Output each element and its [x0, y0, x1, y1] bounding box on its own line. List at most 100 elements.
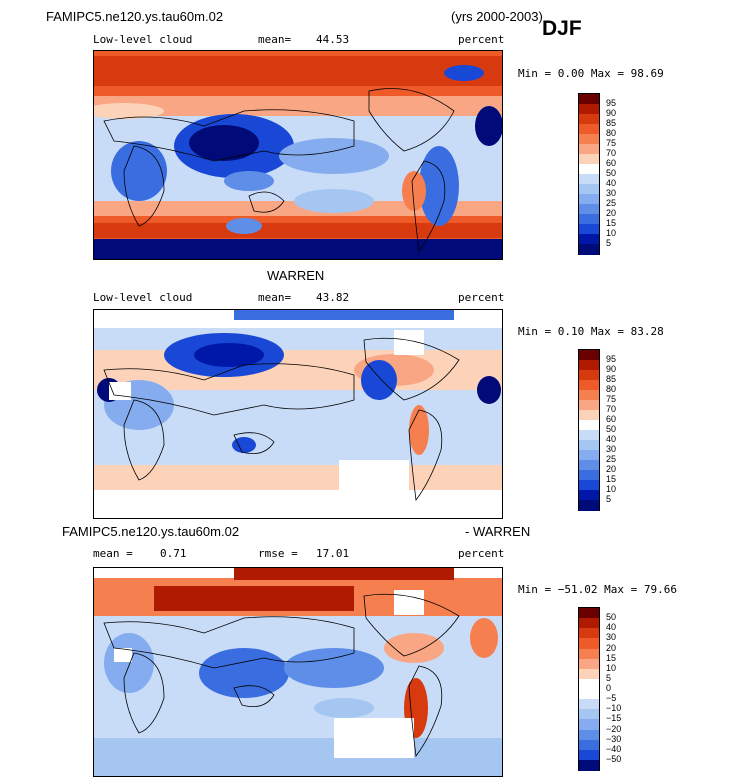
colorbar-segment	[579, 164, 599, 175]
colorbar-segment	[579, 618, 599, 629]
colorbar-tick-label: −40	[606, 743, 622, 754]
panel3-units: percent	[458, 547, 505, 560]
colorbar-tick-label: 80	[606, 384, 617, 394]
colorbar-segment	[579, 184, 599, 195]
colorbar-segment	[579, 470, 599, 481]
panel3-map	[93, 567, 503, 777]
colorbar-segment	[579, 638, 599, 649]
colorbar-segment	[579, 739, 599, 751]
panel1-mean-label: mean=	[258, 33, 292, 46]
colorbar-segment	[579, 699, 599, 710]
colorbar-tick-label: 80	[606, 128, 617, 138]
colorbar-segment	[579, 719, 599, 730]
panel3-mean-value: 0.71	[160, 547, 187, 560]
colorbar-segment	[579, 759, 599, 771]
panel2-map	[93, 309, 503, 519]
colorbar-tick-label: 70	[606, 404, 617, 414]
colorbar-tick-label: 60	[606, 158, 617, 168]
colorbar-segment	[579, 234, 599, 245]
colorbar-tick-label: −20	[606, 723, 622, 734]
colorbar-segment	[579, 608, 599, 619]
colorbar-segment	[579, 460, 599, 471]
colorbar-segment	[579, 104, 599, 115]
panel3-colorbar	[578, 607, 600, 771]
colorbar-segment	[579, 370, 599, 381]
panel3-map-field	[94, 568, 502, 776]
colorbar-segment	[579, 114, 599, 125]
colorbar-segment	[579, 490, 599, 501]
panel2-minmax: Min = 0.10 Max = 83.28	[518, 325, 664, 338]
panel2-variable: Low-level cloud	[93, 291, 193, 304]
colorbar-tick-label: 50	[606, 424, 617, 434]
colorbar-tick-label: 25	[606, 198, 617, 208]
colorbar-segment	[579, 144, 599, 155]
colorbar-segment	[579, 648, 599, 660]
colorbar-segment	[579, 154, 599, 165]
colorbar-tick-label: 20	[606, 208, 617, 218]
colorbar-tick-label: 30	[606, 188, 617, 198]
colorbar-tick-label: −50	[606, 753, 622, 764]
colorbar-segment	[579, 450, 599, 461]
colorbar-tick-label: 50	[606, 612, 617, 623]
colorbar-segment	[579, 194, 599, 205]
colorbar-segment	[579, 678, 599, 690]
colorbar-tick-label: 40	[606, 178, 617, 188]
colorbar-tick-label: −30	[606, 733, 622, 744]
colorbar-tick-label: 85	[606, 118, 617, 128]
colorbar-tick-label: −10	[606, 703, 622, 714]
colorbar-segment	[579, 658, 599, 670]
panel1-variable: Low-level cloud	[93, 33, 193, 46]
colorbar-tick-label: 30	[606, 632, 617, 643]
panel2-mean-label: mean=	[258, 291, 292, 304]
colorbar-tick-label: 70	[606, 148, 617, 158]
colorbar-tick-label: 5	[606, 238, 612, 248]
colorbar-segment	[579, 94, 599, 105]
colorbar-tick-label: 85	[606, 374, 617, 384]
colorbar-segment	[579, 360, 599, 371]
colorbar-tick-label: 10	[606, 228, 617, 238]
colorbar-tick-label: 5	[606, 494, 612, 504]
colorbar-segment	[579, 134, 599, 145]
colorbar-segment	[579, 390, 599, 401]
panel2-title: WARREN	[267, 268, 325, 283]
colorbar-segment	[579, 689, 599, 700]
panel3-minmax: Min = −51.02 Max = 79.66	[518, 583, 677, 596]
panel3-title-right: - WARREN	[465, 524, 531, 539]
colorbar-tick-label: 50	[606, 168, 617, 178]
colorbar-tick-label: 30	[606, 444, 617, 454]
colorbar-tick-label: 90	[606, 364, 617, 374]
colorbar-segment	[579, 380, 599, 391]
panel2-colorbar	[578, 349, 600, 511]
panel1-map	[93, 50, 503, 260]
colorbar-tick-label: 20	[606, 464, 617, 474]
panel1-mean-value: 44.53	[316, 33, 350, 46]
colorbar-tick-label: 75	[606, 138, 617, 148]
panel3-mean-label: mean =	[93, 547, 133, 560]
colorbar-tick-label: 95	[606, 98, 617, 108]
panel2-map-field	[94, 310, 502, 518]
colorbar-tick-label: 90	[606, 108, 617, 118]
colorbar-segment	[579, 709, 599, 720]
colorbar-segment	[579, 244, 599, 255]
colorbar-segment	[579, 410, 599, 421]
panel1-map-field	[94, 51, 502, 259]
colorbar-tick-label: 15	[606, 218, 617, 228]
colorbar-tick-label: 40	[606, 622, 617, 633]
colorbar-tick-label: 5	[606, 672, 612, 683]
colorbar-segment	[579, 400, 599, 411]
case-name: FAMIPC5.ne120.ys.tau60m.02	[46, 9, 224, 24]
colorbar-segment	[579, 204, 599, 215]
colorbar-tick-label: −5	[606, 693, 617, 704]
colorbar-tick-label: 15	[606, 474, 617, 484]
colorbar-segment	[579, 224, 599, 235]
colorbar-tick-label: 60	[606, 414, 617, 424]
colorbar-segment	[579, 420, 599, 431]
colorbar-tick-label: 75	[606, 394, 617, 404]
panel3-title-left: FAMIPC5.ne120.ys.tau60m.02	[62, 524, 240, 539]
colorbar-segment	[579, 749, 599, 761]
colorbar-segment	[579, 214, 599, 225]
colorbar-segment	[579, 430, 599, 441]
colorbar-tick-label: 25	[606, 454, 617, 464]
colorbar-segment	[579, 174, 599, 185]
colorbar-tick-label: 15	[606, 652, 617, 663]
